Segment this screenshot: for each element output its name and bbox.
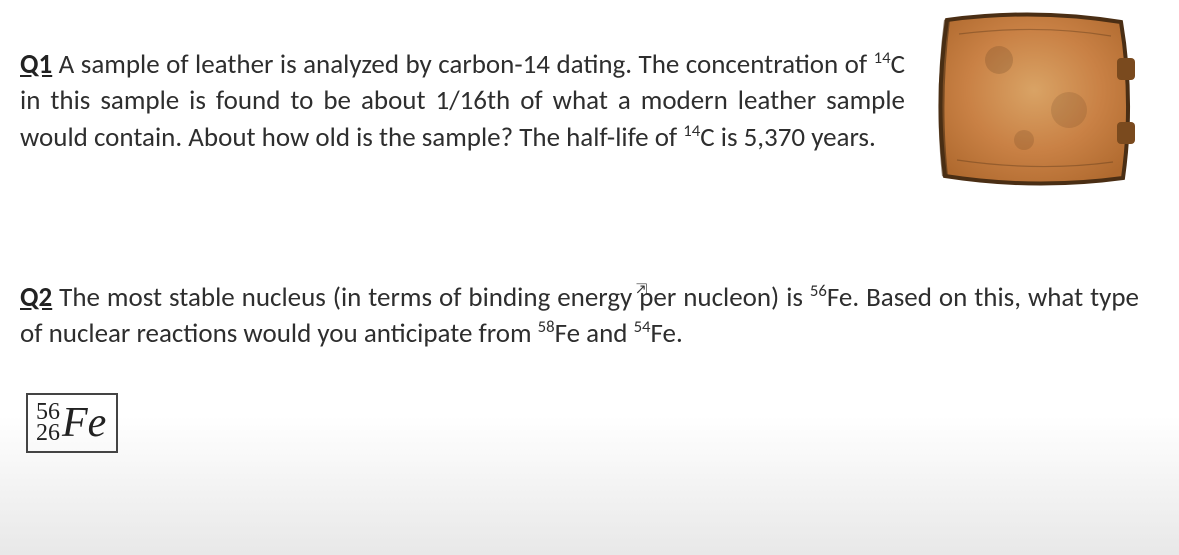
q2-part4: .	[676, 317, 683, 350]
book-mottle-1	[985, 46, 1013, 74]
q2-isoA-sym: Fe	[827, 281, 852, 314]
book-mottle-2	[1051, 92, 1087, 128]
q1-part3: is 5,370 years.	[715, 121, 876, 154]
isotope-notation: 56 26 Fe	[36, 399, 106, 447]
q1-iso1-sup: 14	[874, 48, 891, 68]
q2-isoB-sup: 58	[538, 317, 555, 337]
isotope-atomic: 26	[36, 423, 60, 443]
q1-block: Q1 A sample of leather is analyzed by ca…	[20, 20, 1139, 190]
q1-text: Q1 A sample of leather is analyzed by ca…	[20, 47, 905, 156]
q2-label: Q2	[20, 281, 52, 314]
leather-book-image	[929, 10, 1139, 190]
q2-isoB-sym: Fe	[555, 317, 580, 350]
q1-iso2-sup: 14	[683, 121, 700, 141]
book-body	[940, 14, 1128, 183]
q1-label: Q1	[20, 48, 52, 81]
book-clasp-bottom	[1117, 122, 1135, 144]
q2-part3: and	[580, 317, 634, 350]
q2-isoC-sup: 54	[634, 317, 651, 337]
isotope-symbol: Fe	[62, 399, 106, 447]
q1-iso1-sym: C	[891, 48, 905, 81]
q1-iso2-sym: C	[700, 121, 714, 154]
q2-part1: The most stable nucleus (in terms of bin…	[52, 281, 810, 314]
q2-isoA-sup: 56	[810, 281, 827, 301]
book-mottle-3	[1014, 130, 1034, 150]
q2-isoC-sym: Fe	[651, 317, 676, 350]
isotope-notation-box: 56 26 Fe	[26, 393, 118, 453]
q2-text: Q2 The most stable nucleus (in terms of …	[20, 280, 1139, 353]
isotope-stack: 56 26	[36, 402, 60, 443]
q1-part1: A sample of leather is analyzed by carbo…	[52, 48, 873, 81]
document-page: Q1 A sample of leather is analyzed by ca…	[0, 0, 1179, 555]
leather-book-svg	[929, 10, 1139, 190]
book-clasp-top	[1117, 58, 1135, 80]
